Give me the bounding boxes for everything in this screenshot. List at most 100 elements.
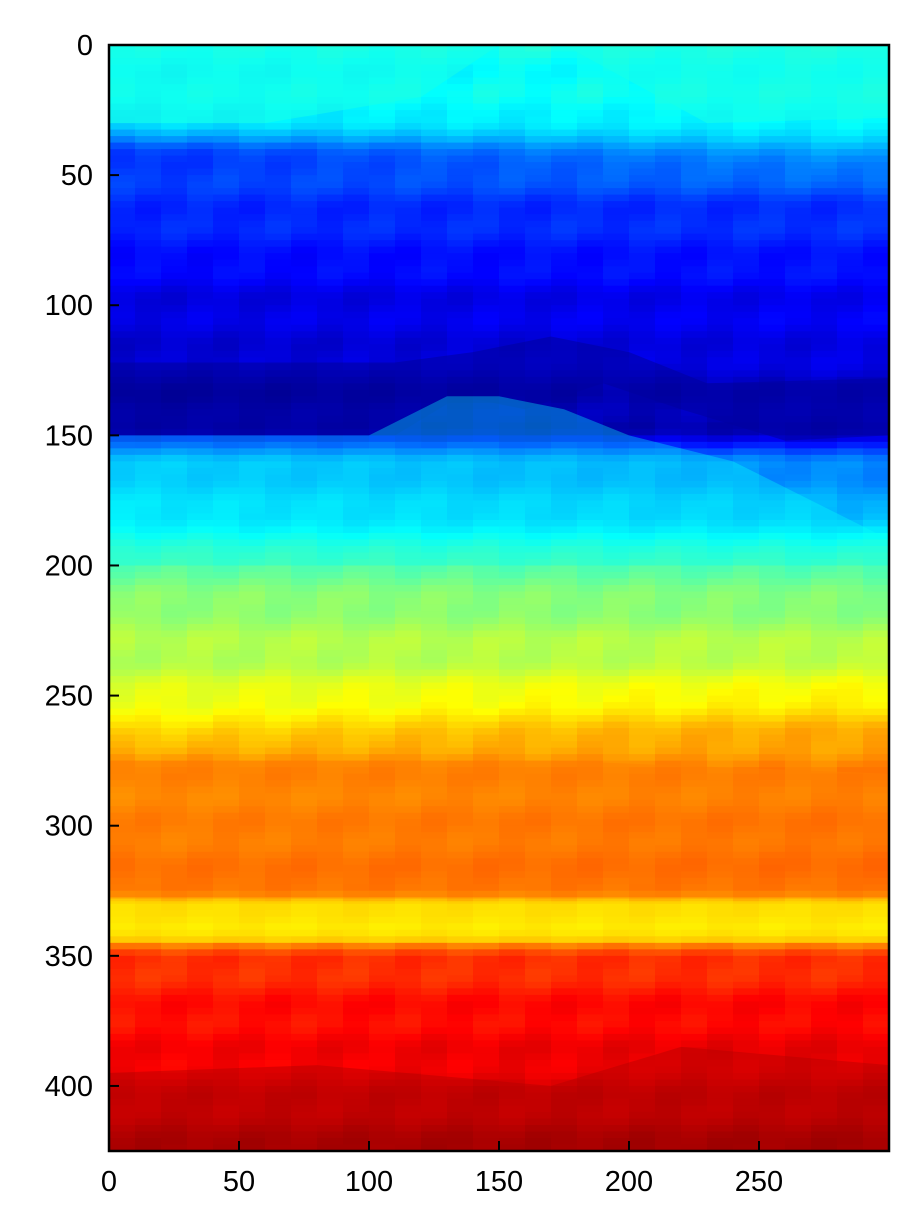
heatmap-cell xyxy=(499,422,526,430)
heatmap-cell xyxy=(473,962,500,970)
heatmap-cell xyxy=(187,461,214,469)
heatmap-cell xyxy=(239,1085,266,1094)
heatmap-cell xyxy=(473,467,500,475)
heatmap-cell xyxy=(291,780,318,788)
heatmap-cell xyxy=(629,272,656,280)
heatmap-cell xyxy=(421,487,448,495)
heatmap-cell xyxy=(759,201,786,209)
heatmap-cell xyxy=(551,149,578,157)
heatmap-cell xyxy=(369,877,396,885)
heatmap-cell xyxy=(707,259,734,267)
heatmap-cell xyxy=(785,786,812,794)
heatmap-cell xyxy=(733,162,760,170)
heatmap-cell xyxy=(811,480,838,488)
heatmap-cell xyxy=(265,149,292,157)
heatmap-cell xyxy=(733,1111,760,1120)
heatmap-cell xyxy=(395,955,422,963)
heatmap-cell xyxy=(707,136,734,144)
heatmap-cell xyxy=(447,318,474,326)
heatmap-cell xyxy=(577,832,604,840)
heatmap-cell xyxy=(447,598,474,606)
heatmap-cell xyxy=(395,793,422,801)
heatmap-cell xyxy=(395,155,422,163)
heatmap-cell xyxy=(551,676,578,684)
heatmap-cell xyxy=(629,448,656,456)
heatmap-cell xyxy=(369,682,396,690)
heatmap-cell xyxy=(785,624,812,632)
heatmap-cell xyxy=(629,650,656,658)
heatmap-cell xyxy=(655,506,682,515)
heatmap-cell xyxy=(135,832,162,840)
heatmap-cell xyxy=(733,357,760,365)
heatmap-cell xyxy=(577,253,604,261)
heatmap-cell xyxy=(265,259,292,267)
heatmap-cell xyxy=(291,493,318,502)
heatmap-cell xyxy=(863,851,889,859)
heatmap-cell xyxy=(525,812,552,820)
heatmap-cell xyxy=(785,1098,812,1107)
heatmap-cell xyxy=(161,981,188,989)
heatmap-cell xyxy=(447,741,474,749)
heatmap-cell xyxy=(213,571,240,580)
heatmap-cell xyxy=(187,337,214,345)
heatmap-cell xyxy=(733,955,760,963)
heatmap-cell xyxy=(135,129,162,137)
heatmap-cell xyxy=(629,467,656,475)
heatmap-cell xyxy=(187,240,214,248)
heatmap-cell xyxy=(577,877,604,885)
heatmap-cell xyxy=(135,637,162,645)
heatmap-cell xyxy=(499,162,526,170)
heatmap-cell xyxy=(499,227,526,235)
heatmap-cell xyxy=(811,584,838,593)
heatmap-cell xyxy=(213,890,240,898)
heatmap-cell xyxy=(577,298,604,306)
heatmap-cell xyxy=(369,357,396,365)
heatmap-cell xyxy=(473,825,500,833)
heatmap-cell xyxy=(655,1079,682,1087)
heatmap-cell xyxy=(291,214,318,222)
heatmap-cell xyxy=(655,799,682,807)
heatmap-cell xyxy=(265,734,292,742)
heatmap-cell xyxy=(707,598,734,606)
heatmap-cell xyxy=(785,604,812,612)
heatmap-cell xyxy=(317,175,344,183)
heatmap-cell xyxy=(343,129,370,137)
heatmap-cell xyxy=(863,741,889,749)
heatmap-cell xyxy=(811,539,838,547)
heatmap-cell xyxy=(213,1014,240,1022)
heatmap-cell xyxy=(187,890,214,898)
heatmap-cell xyxy=(187,584,214,593)
heatmap-cell xyxy=(603,266,630,274)
heatmap-cell xyxy=(811,1014,838,1022)
heatmap-cell xyxy=(473,571,500,580)
heatmap-cell xyxy=(785,708,812,716)
heatmap-cell xyxy=(291,318,318,326)
heatmap-cell xyxy=(369,181,396,189)
heatmap-cell xyxy=(317,747,344,755)
heatmap-cell xyxy=(655,305,682,313)
heatmap-cell xyxy=(499,500,526,508)
heatmap-cell xyxy=(577,760,604,768)
heatmap-cell xyxy=(551,441,578,449)
heatmap-cell xyxy=(681,1001,708,1009)
heatmap-cell xyxy=(187,858,214,866)
heatmap-cell xyxy=(421,832,448,840)
heatmap-cell xyxy=(265,441,292,449)
heatmap-cell xyxy=(863,884,889,892)
heatmap-cell xyxy=(447,448,474,456)
heatmap-cell xyxy=(343,728,370,736)
heatmap-cell xyxy=(161,266,188,274)
heatmap-cell xyxy=(785,617,812,625)
heatmap-cell xyxy=(603,181,630,189)
heatmap-cell xyxy=(161,1027,188,1035)
heatmap-cell xyxy=(811,194,838,202)
heatmap-cell xyxy=(213,474,240,482)
heatmap-cell xyxy=(733,864,760,872)
heatmap-cell xyxy=(109,1007,136,1015)
heatmap-cell xyxy=(395,461,422,469)
heatmap-cell xyxy=(837,754,864,762)
heatmap-cell xyxy=(681,357,708,365)
heatmap-cell xyxy=(317,136,344,144)
heatmap-cell xyxy=(551,129,578,137)
heatmap-cell xyxy=(343,168,370,176)
